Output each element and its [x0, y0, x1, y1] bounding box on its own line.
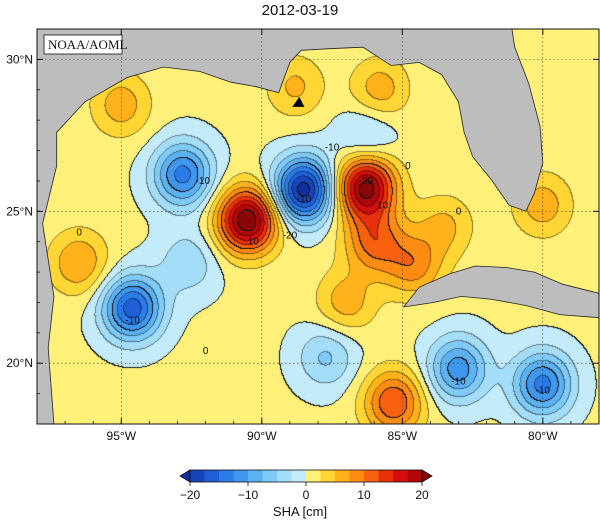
contour-label: -10 — [196, 176, 211, 187]
colorbar-swatch — [349, 470, 365, 482]
colorbar-swatch — [262, 470, 278, 482]
colorbar-swatch — [378, 470, 394, 482]
contour-label: -10 — [536, 386, 551, 397]
lon-tick-label: 85°W — [388, 429, 418, 443]
colorbar-swatch — [320, 470, 336, 482]
contour-label: 10 — [248, 237, 260, 248]
contour-label: -10 — [451, 377, 466, 388]
contour-labels: -10 -20 -10 -20 10 10 -10 0 0 -10 0 -10 -10 0 — [76, 143, 550, 397]
contour-label: -10 — [297, 194, 312, 205]
contour-label: -20 — [283, 231, 298, 242]
credit-box — [43, 34, 123, 55]
axis-ticks: 95°W 90°W 85°W 80°W 20°N 25°N 30°N — [6, 29, 599, 443]
contour-label: -20 — [359, 176, 374, 187]
lat-tick-label: 20°N — [6, 356, 33, 370]
lon-tick-label: 95°W — [107, 429, 137, 443]
contour-label: 0 — [456, 206, 462, 217]
colorbar-tick-label: 0 — [303, 488, 310, 502]
colorbar-tick-label: −10 — [238, 488, 259, 502]
colorbar-under-arrow — [179, 469, 191, 483]
colorbar-swatch — [306, 470, 321, 482]
colorbar-tick-label: −20 — [180, 488, 201, 502]
contour-label: 0 — [203, 346, 209, 357]
credit-label: NOAA/AOML — [48, 37, 128, 52]
colorbar-label: SHA [cm] — [272, 504, 328, 519]
contour-label: -10 — [325, 143, 340, 154]
triangle-marker — [292, 96, 305, 107]
colorbar-swatch — [277, 470, 292, 482]
lon-tick-label: 80°W — [528, 429, 558, 443]
colorbar-swatch — [190, 470, 205, 482]
colorbar-swatch — [204, 470, 220, 482]
map-grid — [37, 29, 599, 424]
contour-label: -10 — [125, 316, 140, 327]
colorbar-swatch — [364, 470, 379, 482]
colorbar-swatch — [393, 470, 408, 482]
contour-label: 10 — [377, 200, 389, 211]
colorbar-swatch — [233, 470, 249, 482]
contour-label: 0 — [405, 161, 411, 172]
map-title: 2012-03-19 — [261, 2, 339, 19]
colorbar-over-arrow — [421, 469, 433, 483]
lat-tick-label: 30°N — [6, 52, 33, 66]
colorbar-swatch — [248, 470, 263, 482]
colorbar-tick-label: 20 — [415, 488, 429, 502]
coastline — [42, 29, 599, 424]
lat-tick-label: 25°N — [6, 204, 33, 218]
lon-tick-label: 90°W — [247, 429, 277, 443]
colorbar-swatch — [219, 470, 234, 482]
contour-label: 0 — [76, 228, 82, 239]
cuba-landmass — [402, 265, 599, 319]
colorbar-swatch — [335, 470, 350, 482]
colorbar-swatch — [407, 470, 423, 482]
colorbar: −20 −10 0 10 20 — [179, 469, 433, 502]
colorbar-swatch — [291, 470, 307, 482]
colorbar-tick-label: 10 — [357, 488, 371, 502]
